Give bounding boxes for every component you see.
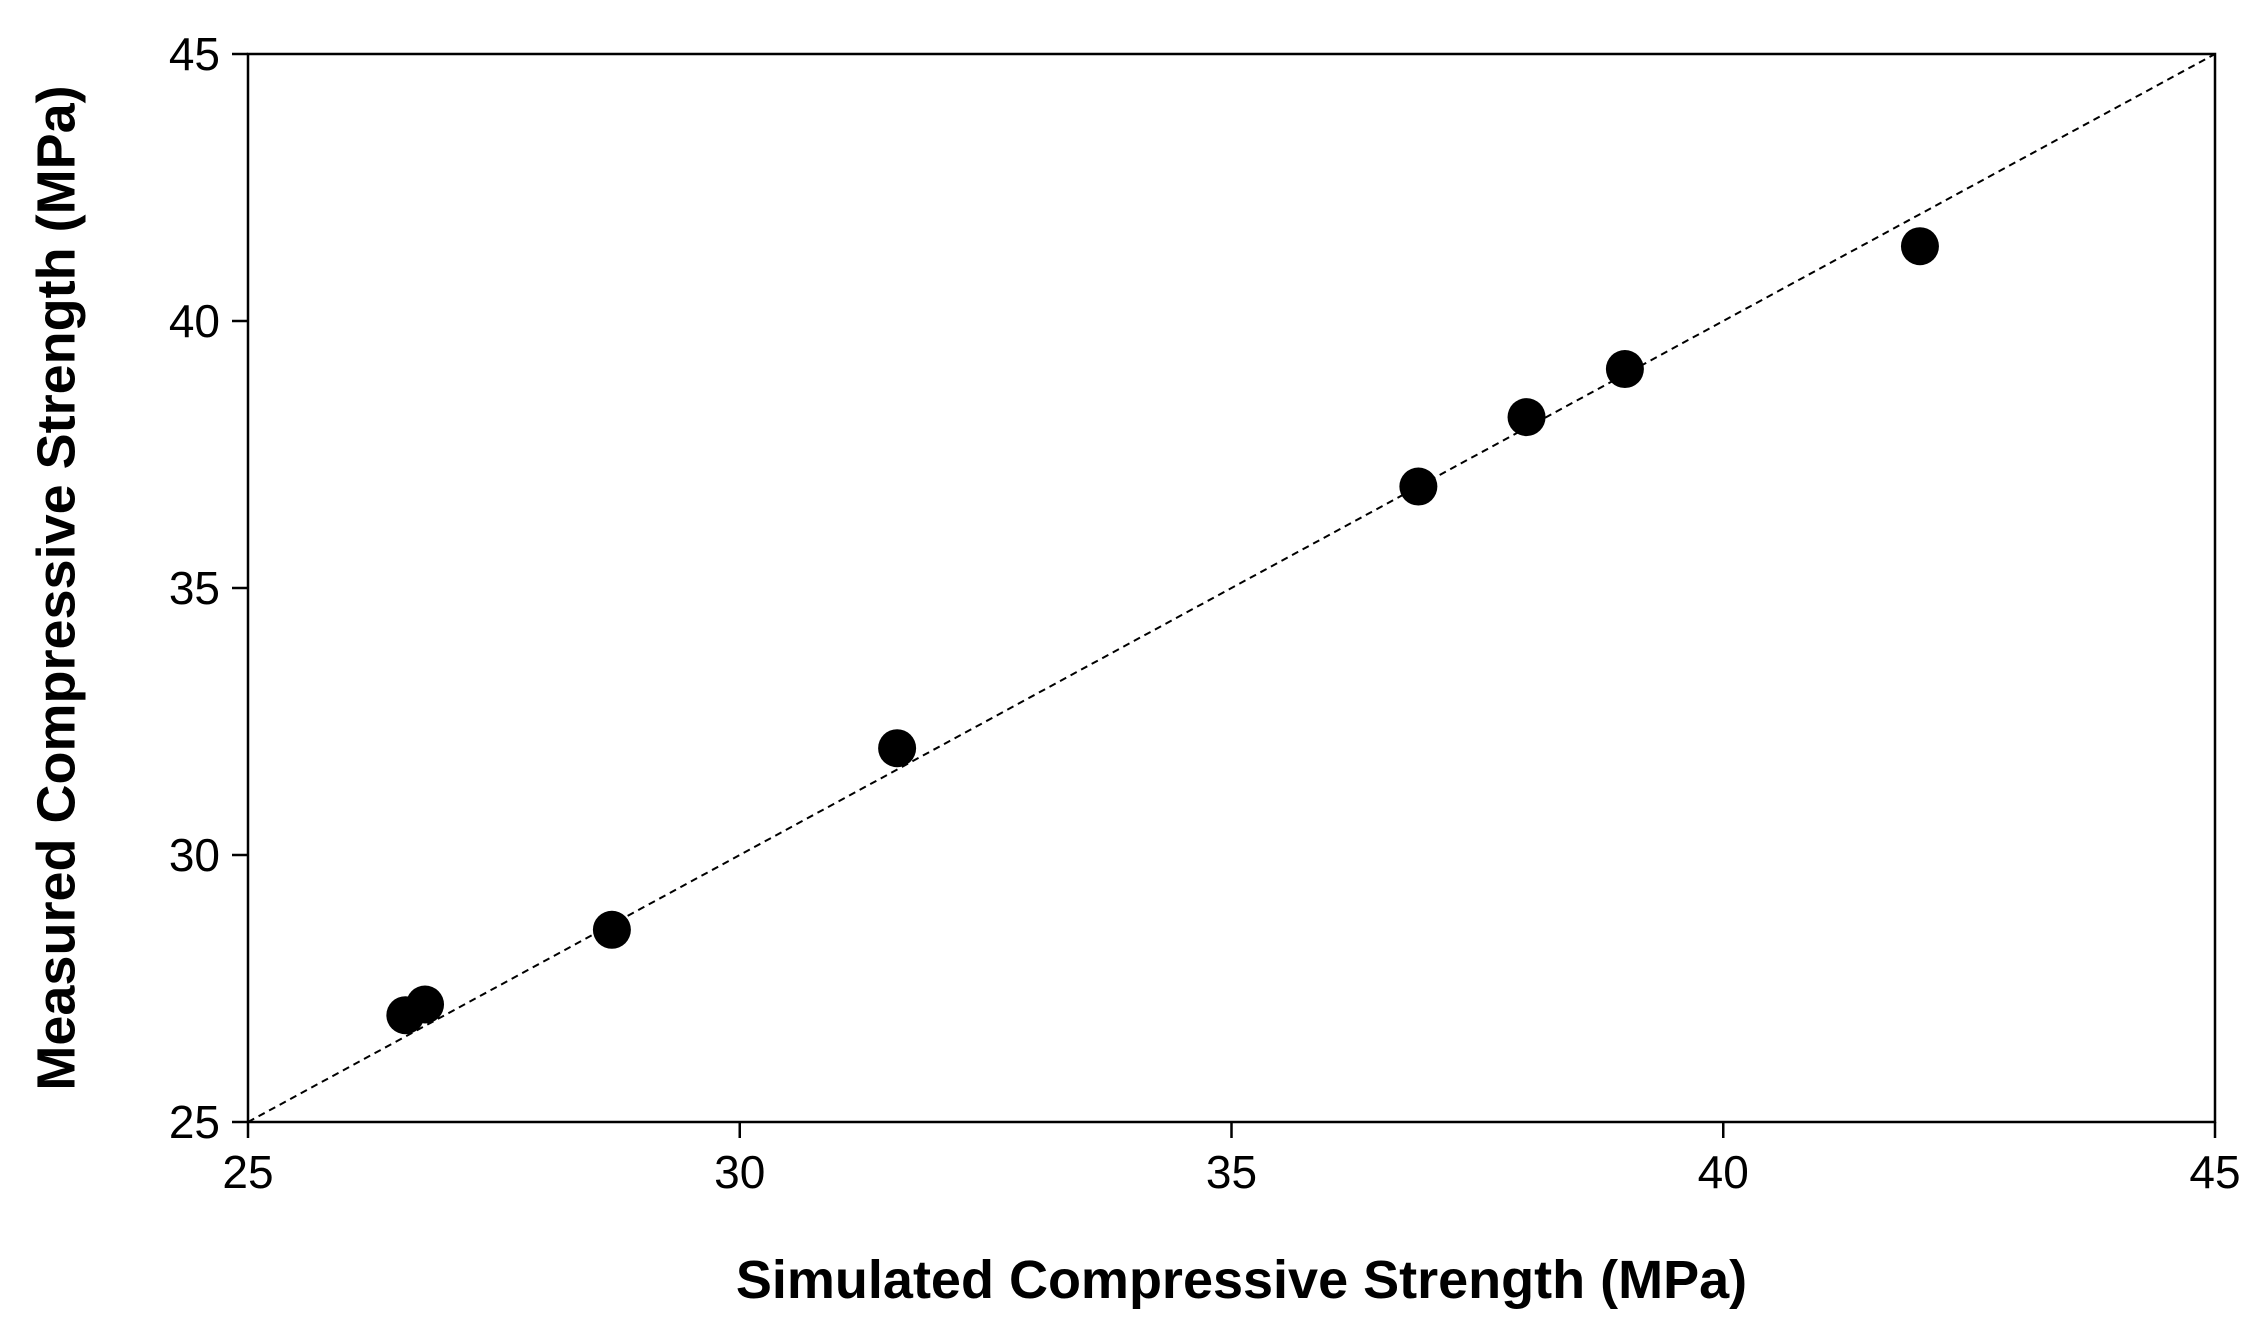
y-tick-label-25: 25 bbox=[169, 1096, 220, 1148]
data-point-7 bbox=[1605, 350, 1644, 389]
data-point-8 bbox=[1900, 227, 1939, 266]
reference-line-layer bbox=[247, 53, 2216, 1123]
y-axis-title: Measured Compressive Strength (MPa) bbox=[26, 85, 86, 1090]
x-tick-label-25: 25 bbox=[222, 1146, 273, 1198]
x-tick-label-30: 30 bbox=[714, 1146, 765, 1198]
data-point-3 bbox=[592, 910, 631, 949]
x-axis-title: Simulated Compressive Strength (MPa) bbox=[736, 1250, 1747, 1310]
y-axis-ticks: 25 30 35 40 45 bbox=[169, 28, 248, 1148]
y-tick-label-40: 40 bbox=[169, 295, 220, 347]
data-points-layer bbox=[386, 227, 1939, 1035]
y-tick-label-45: 45 bbox=[169, 28, 220, 80]
y-tick-label-35: 35 bbox=[169, 562, 220, 614]
x-tick-label-45: 45 bbox=[2189, 1146, 2240, 1198]
x-tick-label-40: 40 bbox=[1698, 1146, 1749, 1198]
data-point-2 bbox=[406, 985, 445, 1024]
x-axis-ticks: 25 30 35 40 45 bbox=[222, 1122, 2241, 1198]
reference-line-1-to-1 bbox=[247, 53, 2216, 1123]
y-tick-label-30: 30 bbox=[169, 829, 220, 881]
x-tick-label-35: 35 bbox=[1206, 1146, 1257, 1198]
data-point-4 bbox=[878, 729, 917, 768]
data-point-6 bbox=[1507, 398, 1546, 437]
data-point-5 bbox=[1399, 467, 1438, 506]
